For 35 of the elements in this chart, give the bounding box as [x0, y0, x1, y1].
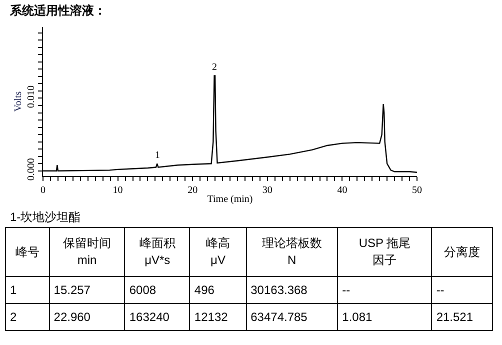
- category-label: 峰号: [15, 244, 40, 260]
- text: 6008: [129, 283, 156, 297]
- text: 496: [194, 283, 214, 297]
- text: 22.960: [54, 310, 90, 324]
- text: 1-坎地沙坦酯: [10, 209, 82, 226]
- x-tick-label: 10: [112, 185, 123, 196]
- category-label: 峰高 μV: [206, 235, 230, 269]
- text: 15.257: [54, 283, 90, 297]
- x-tick-label: 30: [262, 185, 272, 196]
- text: 2: [10, 310, 17, 324]
- x-tick-label: 20: [188, 185, 198, 196]
- text: 163240: [129, 310, 170, 324]
- text: 30163.368: [250, 283, 308, 297]
- category-label: 理论塔板数 N: [262, 235, 322, 269]
- x-tick-label: 40: [337, 185, 348, 196]
- annotation: 1: [155, 150, 160, 161]
- chart-title: 系统适用性溶液：: [9, 4, 106, 18]
- text: 63474.785: [250, 310, 308, 324]
- annotation: 2: [212, 62, 217, 73]
- text: 1: [10, 283, 17, 297]
- text: 12132: [194, 310, 228, 324]
- x-tick-label: 50: [412, 185, 422, 196]
- category-label: 分离度: [444, 244, 480, 260]
- text: 1.081: [342, 310, 372, 324]
- y-axis-title: Volts: [13, 91, 24, 112]
- category-label: 峰面积 μV*s: [139, 235, 176, 269]
- y-tick-label: 0.000: [26, 158, 37, 181]
- text: --: [342, 283, 350, 297]
- x-axis-title: Time (min): [207, 194, 253, 205]
- category-label: USP 拖尾因子: [358, 235, 412, 269]
- category-label: 保留时间 min: [63, 235, 112, 269]
- text: --: [436, 283, 444, 297]
- x-tick-label: 0: [40, 185, 46, 196]
- y-tick-label: 0.010: [26, 85, 37, 108]
- text: 21.521: [436, 310, 474, 324]
